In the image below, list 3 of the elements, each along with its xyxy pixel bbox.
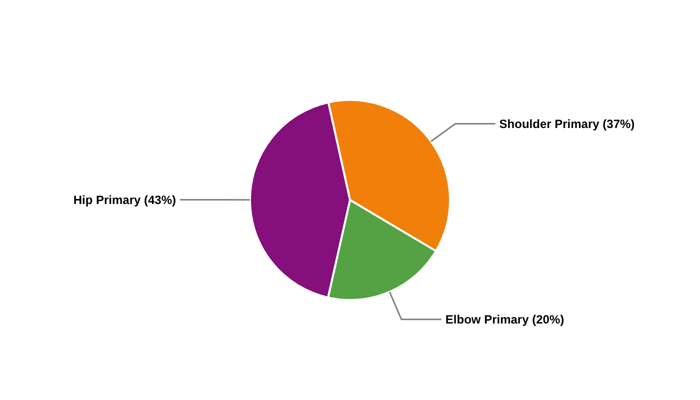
slice-label: Elbow Primary (20%)	[445, 312, 564, 327]
slice-label: Hip Primary (43%)	[73, 192, 176, 207]
slice-label: Shoulder Primary (37%)	[499, 116, 635, 131]
